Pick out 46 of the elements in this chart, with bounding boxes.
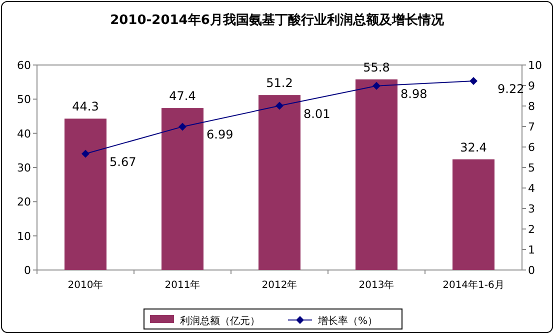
y-tick-label: 60 <box>17 59 31 72</box>
y2-tick-label: 10 <box>528 59 542 72</box>
data-label: 55.8 <box>363 60 390 74</box>
point <box>372 82 380 90</box>
x-tick-label: 2012年 <box>262 279 298 291</box>
point <box>470 76 478 85</box>
bar <box>452 159 494 270</box>
x-tick-label: 2013年 <box>358 279 394 291</box>
y2-tick-label: 4 <box>528 182 535 195</box>
bar <box>258 95 300 270</box>
y-tick-label: 50 <box>17 93 31 106</box>
data-label: 8.98 <box>400 86 428 101</box>
bar <box>356 79 398 270</box>
x-tick-label: 2011年 <box>164 279 200 291</box>
y2-tick-label: 6 <box>528 141 535 154</box>
point <box>276 102 284 110</box>
data-label: 6.99 <box>206 128 234 142</box>
bar <box>64 118 106 270</box>
x-tick-label: 2010年 <box>68 279 104 291</box>
x-tick-label: 2014年1-6月 <box>442 279 504 291</box>
data-label: 5.67 <box>110 154 136 169</box>
y-tick-label: 40 <box>17 127 31 140</box>
y2-tick-label: 1 <box>528 244 535 256</box>
y2-tick-label: 8 <box>528 100 535 113</box>
data-label: 51.2 <box>266 76 293 90</box>
bar <box>162 108 204 270</box>
y-tick-label: 10 <box>17 230 31 243</box>
point <box>178 122 186 131</box>
chart-title: 2010-2014年6月我国氨基丁酸行业利润总额及增长情况 <box>110 12 445 28</box>
data-label: 8.01 <box>304 106 330 121</box>
y-tick-label: 20 <box>17 196 31 209</box>
y-tick-label: 0 <box>24 264 31 277</box>
y2-tick-label: 7 <box>528 120 535 134</box>
point <box>82 150 90 158</box>
y2-tick-label: 9 <box>528 80 535 92</box>
data-label: 9.22 <box>498 82 524 96</box>
y2-tick-label: 2 <box>528 223 535 236</box>
y-tick-label: 30 <box>17 162 31 174</box>
legend-label: 增长率（%） <box>317 315 378 327</box>
y2-tick-label: 3 <box>528 202 535 216</box>
legend-label: 利润总额（亿元） <box>180 315 260 327</box>
y2-tick-label: 5 <box>528 162 535 174</box>
data-label: 32.4 <box>460 140 487 154</box>
y2-tick-label: 0 <box>528 264 535 277</box>
data-label: 47.4 <box>169 89 196 104</box>
data-label: 44.3 <box>72 100 99 114</box>
